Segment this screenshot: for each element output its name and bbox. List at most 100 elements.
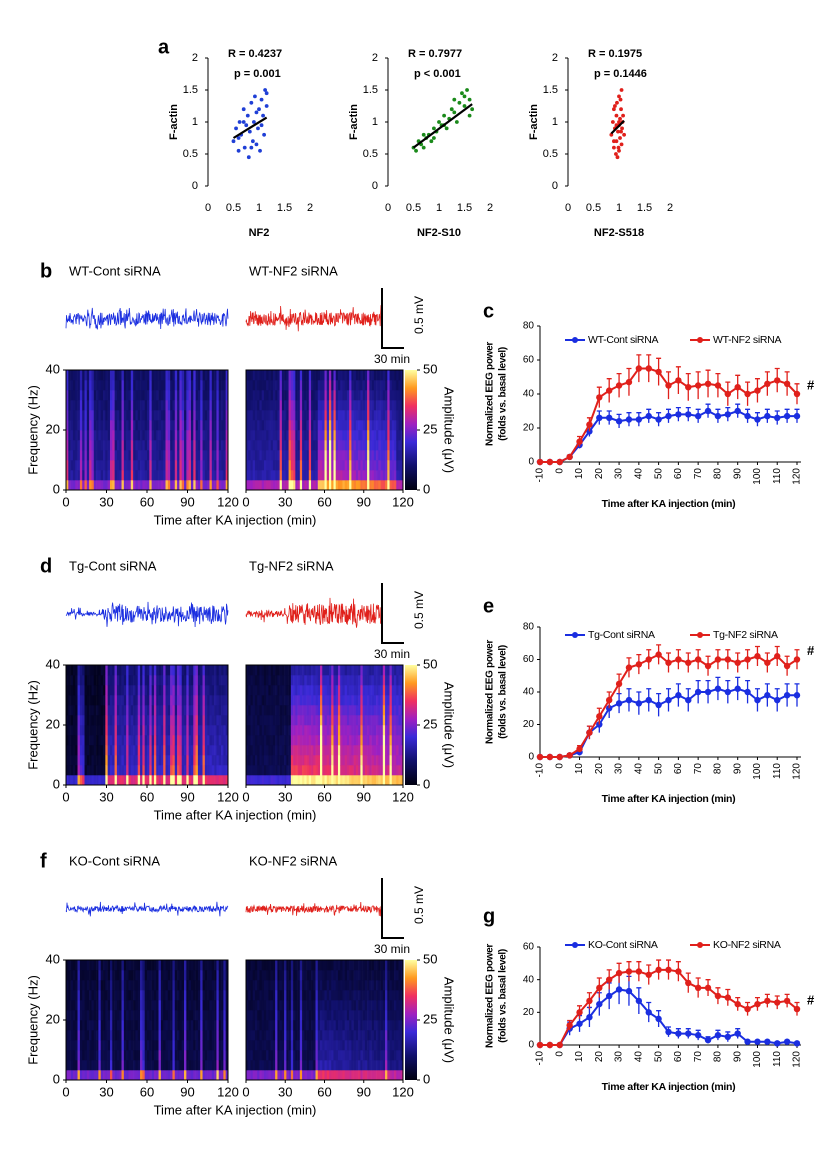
spectrogram-cell bbox=[333, 440, 337, 451]
spectrogram-cell bbox=[91, 440, 95, 451]
spectrogram-cell bbox=[252, 430, 256, 441]
spectrogram-cell bbox=[306, 450, 310, 461]
spectrogram-cell bbox=[293, 400, 296, 411]
spectrogram-cell bbox=[72, 380, 76, 391]
marker bbox=[625, 664, 633, 671]
spectrogram-cell bbox=[140, 755, 143, 766]
spectrogram-cell bbox=[351, 695, 354, 706]
spectrogram-cell bbox=[250, 970, 254, 981]
spectrogram-cell bbox=[214, 705, 217, 716]
spectrogram-cell bbox=[268, 460, 271, 471]
spectrogram-cell bbox=[114, 420, 118, 431]
spectrogram-cell bbox=[223, 1070, 226, 1081]
spectrogram-cell bbox=[179, 970, 183, 981]
marker bbox=[635, 365, 643, 372]
spectrogram-cell bbox=[360, 745, 363, 756]
spectrogram-cell bbox=[297, 440, 301, 451]
spectrogram-cell bbox=[261, 725, 265, 736]
spectrogram-cell bbox=[100, 400, 104, 411]
spectrogram-cell bbox=[165, 755, 169, 766]
spectrogram-cell bbox=[193, 695, 196, 706]
spectrogram-cell bbox=[337, 715, 341, 726]
spectrogram-cell bbox=[68, 765, 71, 776]
spectrogram-cell bbox=[142, 460, 145, 471]
spectrogram-cell bbox=[179, 745, 183, 756]
spectrogram-cell bbox=[77, 990, 81, 1001]
spectrogram-cell bbox=[100, 735, 104, 746]
spectrogram-cell bbox=[331, 685, 334, 696]
point bbox=[236, 148, 241, 153]
spectrogram-cell bbox=[358, 695, 361, 706]
spectrogram-cell bbox=[77, 755, 81, 766]
spectrogram-cell bbox=[103, 745, 106, 756]
spectrogram-cell bbox=[328, 775, 332, 786]
spectrogram-cell bbox=[184, 705, 187, 716]
spectrogram-cell bbox=[77, 1010, 81, 1021]
spectrogram-cell bbox=[147, 765, 150, 776]
spectrogram-cell bbox=[70, 775, 74, 786]
spectrogram-cell bbox=[261, 380, 265, 391]
spectrogram-cell bbox=[355, 675, 359, 686]
spectrogram-cell bbox=[277, 1050, 280, 1061]
marker bbox=[694, 412, 702, 420]
spectrogram-cell bbox=[89, 775, 92, 786]
spectrogram-cell bbox=[151, 380, 155, 391]
spectrogram-cell bbox=[214, 1030, 217, 1041]
spectrogram-cell bbox=[394, 685, 397, 696]
spectrogram-cell bbox=[398, 480, 402, 491]
spectrogram-cell bbox=[272, 695, 276, 706]
spectrogram-cell bbox=[181, 1000, 185, 1011]
spectrogram-cell bbox=[133, 990, 136, 1001]
spectrogram-cell bbox=[70, 1040, 74, 1051]
spectrogram-cell bbox=[288, 745, 292, 756]
spectrogram-cell bbox=[248, 480, 251, 491]
spectrogram-cell bbox=[91, 370, 95, 381]
spectrogram-cell bbox=[387, 705, 390, 716]
spectrogram-cell bbox=[170, 370, 173, 381]
spectrogram-cell bbox=[266, 705, 269, 716]
spectrogram-cell bbox=[272, 1020, 276, 1031]
point bbox=[618, 136, 622, 140]
spectrogram-cell bbox=[89, 735, 92, 746]
spectrogram-cell bbox=[250, 675, 254, 686]
spectrogram-cell bbox=[252, 665, 256, 676]
spectrogram-cell bbox=[181, 460, 185, 471]
spectrogram bbox=[246, 665, 404, 786]
spectrogram-cell bbox=[119, 410, 122, 421]
spectrogram-cell bbox=[396, 735, 399, 746]
spectrogram-cell bbox=[364, 480, 368, 491]
spectrogram-cell bbox=[84, 1010, 88, 1021]
spectrogram-cell bbox=[351, 705, 354, 716]
spectrogram-cell bbox=[89, 430, 92, 441]
spectrogram-cell bbox=[385, 665, 388, 676]
spectrogram-cell bbox=[328, 460, 332, 471]
spectrogram-cell bbox=[261, 715, 265, 726]
spectrogram-cell bbox=[207, 715, 210, 726]
spectrogram-cell bbox=[186, 1060, 189, 1071]
spectrogram-cell bbox=[197, 735, 201, 746]
spectrogram-cell bbox=[270, 970, 274, 981]
spectrogram-cell bbox=[103, 695, 106, 706]
spectrogram-cell bbox=[181, 390, 185, 401]
spectrogram-cell bbox=[177, 400, 180, 411]
spectrogram-cell bbox=[250, 705, 254, 716]
spectrogram-cell bbox=[355, 370, 359, 381]
spectrogram-cell bbox=[335, 460, 339, 471]
point bbox=[241, 107, 246, 112]
spectrogram-cell bbox=[193, 400, 196, 411]
spectrogram-cell bbox=[163, 1070, 166, 1081]
spectrogram-cell bbox=[123, 430, 127, 441]
spectrogram-cell bbox=[195, 1070, 199, 1081]
spectrogram-cell bbox=[195, 380, 199, 391]
spectrogram-cell bbox=[128, 695, 132, 706]
marker bbox=[744, 390, 751, 398]
spectrogram-cell bbox=[172, 450, 176, 461]
spectrogram-cell bbox=[246, 380, 249, 391]
spectrogram-cell bbox=[133, 1010, 136, 1021]
spectrogram-cell bbox=[93, 990, 97, 1001]
spectrogram-cell bbox=[188, 430, 192, 441]
spectrogram-cell bbox=[96, 675, 99, 686]
spectrogram-cell bbox=[163, 410, 166, 421]
spectrogram-cell bbox=[82, 725, 85, 736]
spectrogram-cell bbox=[396, 665, 399, 676]
